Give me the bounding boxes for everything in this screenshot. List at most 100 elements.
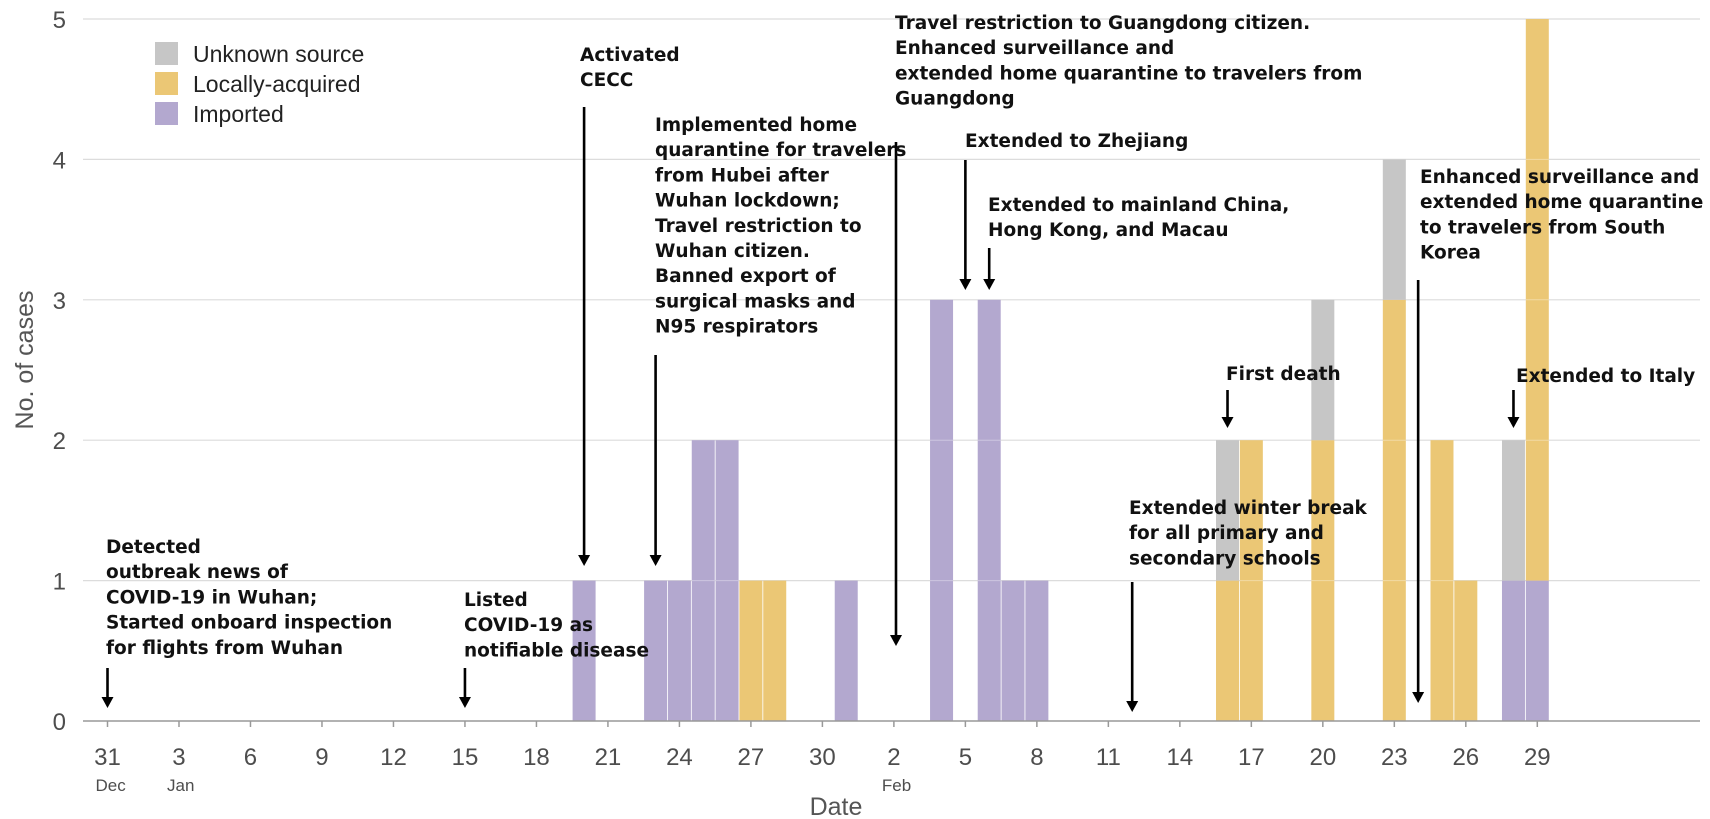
annotation-line: extended home quarantine	[1420, 192, 1703, 213]
bar-imported	[834, 580, 858, 721]
annotation-text: Extended to Zhejiang	[965, 131, 1188, 152]
x-tick-label: 18	[523, 744, 550, 771]
annotation-arrow-head	[1221, 417, 1234, 428]
annotation-line: from Hubei after	[655, 165, 830, 186]
annotation-line: for all primary and	[1129, 523, 1324, 544]
annotation-text: Activated CECC	[580, 45, 680, 91]
y-axis-title: No. of cases	[11, 291, 39, 430]
x-tick-month-label: Dec	[96, 776, 127, 795]
annotation-line: Travel restriction to	[655, 216, 862, 237]
x-tick-label: 23	[1381, 744, 1408, 771]
annotation-text: First death	[1226, 364, 1341, 385]
grid-layer	[83, 18, 1700, 582]
annotation-line: surgical masks and	[655, 291, 856, 312]
legend-label: Imported	[193, 101, 284, 127]
annotation-text-layer: Detected outbreak news of COVID-19 in Wuha…	[106, 13, 1703, 661]
annotation-text: Enhanced surveillance and extended home q…	[1420, 167, 1703, 264]
bar-locally-acquired	[739, 580, 763, 721]
legend-swatch	[155, 102, 178, 125]
bar-locally-acquired	[1239, 440, 1263, 721]
annotation-line: for flights from Wuhan	[106, 638, 343, 659]
bar-locally-acquired	[1525, 19, 1549, 581]
annotation-line: outbreak news of	[106, 562, 289, 583]
x-tick-label: 27	[738, 744, 765, 771]
bar-imported	[644, 580, 668, 721]
x-tick-label: 9	[315, 744, 328, 771]
annotation-line: Hong Kong, and Macau	[988, 220, 1229, 241]
annotation-line: Extended winter break	[1129, 498, 1368, 519]
x-tick-label: 6	[244, 744, 257, 771]
bar-imported	[667, 580, 691, 721]
x-tick-label: 24	[666, 744, 693, 771]
annotation-line: notifiable disease	[464, 640, 649, 661]
annotation-arrow-head	[983, 279, 996, 290]
annotation-arrow-head	[1126, 701, 1139, 712]
bar-imported	[1525, 580, 1549, 721]
bar-unknown-source	[1216, 440, 1240, 581]
annotation-line: Activated	[580, 45, 680, 66]
annotation-line: Listed	[464, 590, 528, 611]
bar-locally-acquired	[763, 580, 787, 721]
x-tick-month-label: Jan	[167, 776, 194, 795]
x-tick-label: 29	[1524, 744, 1551, 771]
annotation-text: Detected outbreak news of COVID-19 in Wuha…	[106, 537, 392, 659]
x-tick-label: 11	[1096, 744, 1121, 771]
y-tick-label: 5	[53, 7, 66, 34]
bar-unknown-source	[1501, 440, 1525, 581]
annotation-text: Extended winter break for all primary and…	[1129, 498, 1368, 569]
annotation-arrow-head	[101, 697, 114, 708]
annotation-line: Extended to Zhejiang	[965, 131, 1188, 152]
annotation-line: Travel restriction to Guangdong citizen.	[895, 13, 1310, 34]
x-tick-label: 5	[959, 744, 972, 771]
x-tick-label: 3	[172, 744, 185, 771]
bar-imported	[691, 440, 715, 721]
bar-layer	[572, 19, 1549, 721]
legend-swatch	[155, 42, 178, 65]
annotation-line: Wuhan citizen.	[655, 241, 810, 262]
annotation-text: Implemented home quarantine for travelers…	[655, 115, 906, 338]
annotation-text: Extended to mainland China, Hong Kong, an…	[988, 195, 1289, 241]
x-tick-label: 15	[452, 744, 479, 771]
x-tick-label: 20	[1309, 744, 1336, 771]
annotation-line: COVID-19 as	[464, 615, 593, 636]
annotation-line: Started onboard inspection	[106, 613, 392, 634]
y-tick-label: 4	[53, 147, 66, 174]
annotation-line: Implemented home	[655, 115, 857, 136]
x-tick-label: 21	[595, 744, 622, 771]
legend-label: Unknown source	[193, 41, 364, 67]
bar-imported	[1501, 580, 1525, 721]
x-tick-label: 12	[380, 744, 407, 771]
annotation-line: COVID-19 in Wuhan;	[106, 587, 317, 608]
annotation-arrow-head	[578, 555, 591, 566]
x-tick-label: 17	[1238, 744, 1265, 771]
annotation-line: Extended to Italy	[1516, 366, 1695, 387]
annotation-line: First death	[1226, 364, 1341, 385]
y-tick-label: 2	[53, 428, 66, 455]
x-tick-label: 26	[1452, 744, 1479, 771]
annotation-line: quarantine for travelers	[655, 140, 906, 161]
bar-imported	[572, 580, 596, 721]
bar-locally-acquired	[1382, 299, 1406, 721]
annotation-line: Korea	[1420, 243, 1481, 264]
annotation-line: Enhanced surveillance and	[1420, 167, 1699, 188]
annotation-text: Extended to Italy	[1516, 366, 1695, 387]
x-tick-label: 2	[887, 744, 900, 771]
annotation-arrow-head	[1507, 417, 1520, 428]
bar-imported	[715, 440, 739, 721]
annotation-line: secondary schools	[1129, 548, 1321, 569]
bar-imported	[977, 299, 1001, 721]
x-axis-title: Date	[810, 793, 863, 819]
annotation-line: CECC	[580, 70, 633, 91]
annotation-arrow-head	[959, 279, 972, 290]
annotation-line: extended home quarantine to travelers fr…	[895, 63, 1362, 84]
bar-locally-acquired	[1454, 580, 1478, 721]
annotation-arrow-head	[890, 635, 902, 646]
x-tick-label: 30	[809, 744, 836, 771]
annotation-line: N95 respirators	[655, 317, 818, 338]
annotation-line: Extended to mainland China,	[988, 195, 1289, 216]
bar-locally-acquired	[1430, 440, 1454, 721]
legend: Unknown source Locally-acquired Imported	[155, 41, 364, 127]
annotation-line: Guangdong	[895, 89, 1015, 110]
